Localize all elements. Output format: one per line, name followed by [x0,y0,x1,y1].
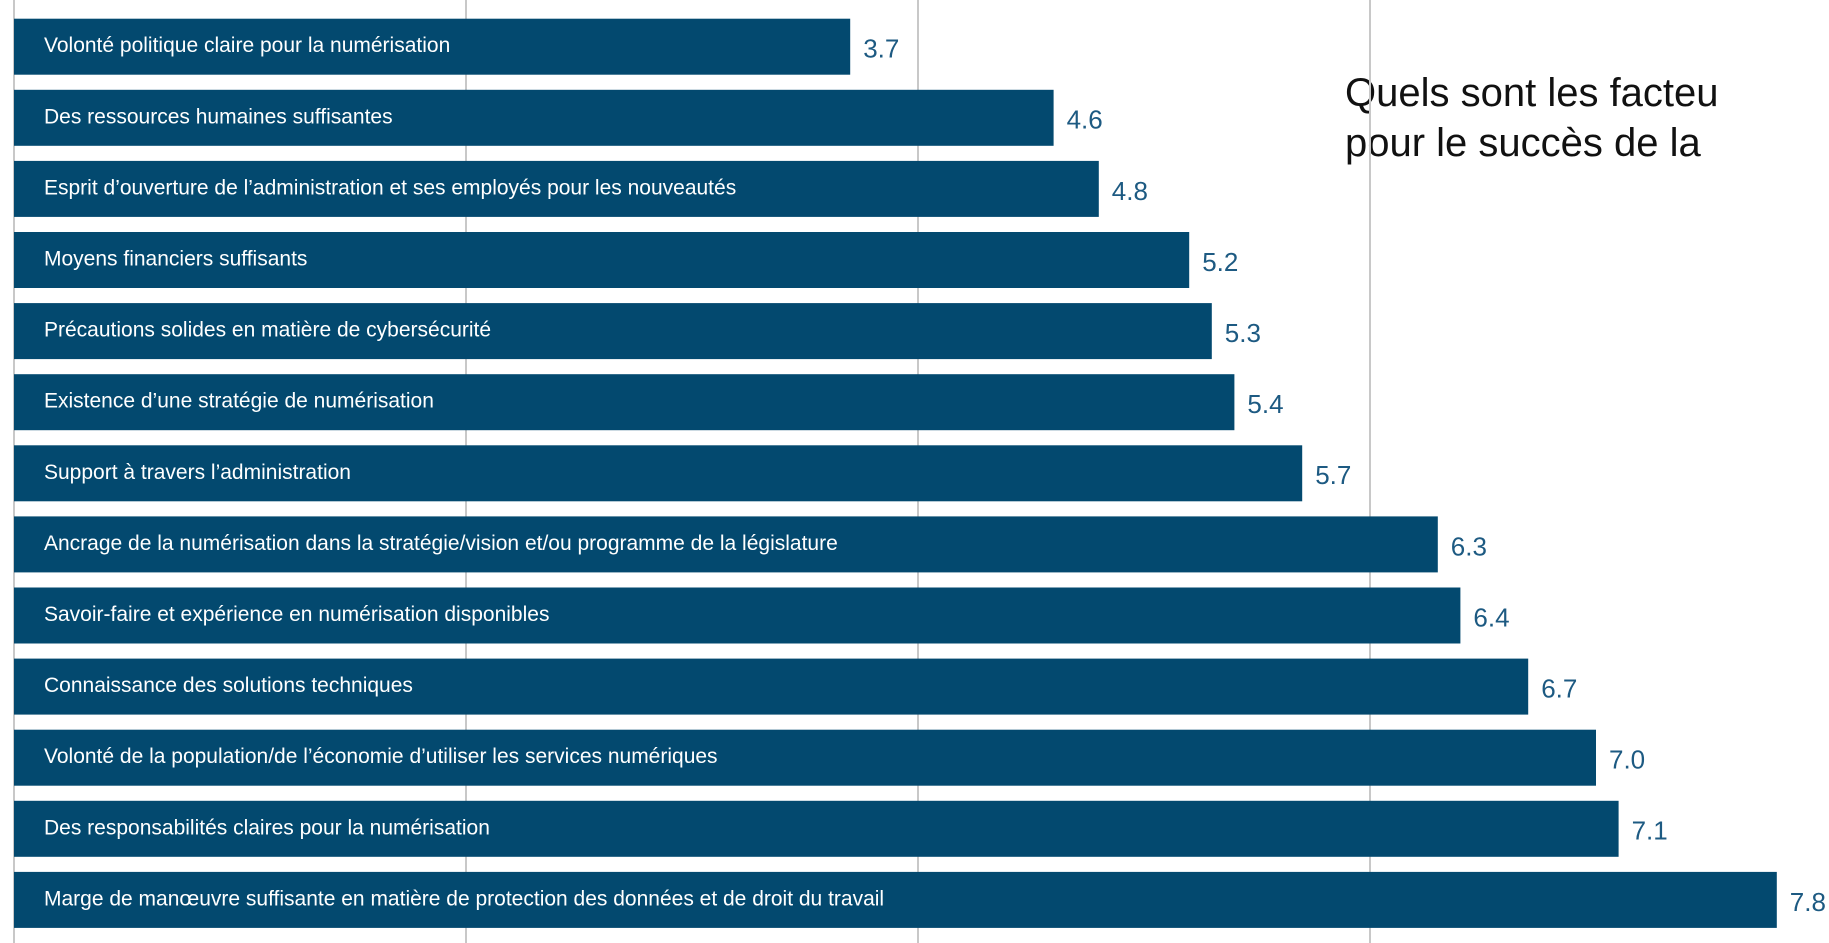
category-label: Précautions solides en matière de cybers… [44,319,491,342]
category-label: Volonté de la population/de l’économie d… [44,745,718,768]
bar [14,445,1303,502]
bar [14,800,1619,857]
category-label: Connaissance des solutions techniques [44,674,413,697]
bar [14,18,851,75]
value-label: 5.4 [1247,389,1283,419]
value-label: 4.6 [1067,105,1103,135]
value-label: 5.3 [1225,318,1261,348]
bar [14,160,1099,217]
value-label: 6.4 [1473,602,1509,632]
value-label: 3.7 [863,34,899,64]
value-label: 7.8 [1790,887,1826,917]
value-label: 5.7 [1315,460,1351,490]
category-label: Moyens financiers suffisants [44,248,307,271]
value-label: 5.2 [1202,247,1238,277]
category-label: Des responsabilités claires pour la numé… [44,816,490,839]
category-label: Des ressources humaines suffisantes [44,105,393,128]
bar [14,729,1596,786]
bar [14,232,1190,288]
chart-title: pour le succès de la [1345,121,1702,165]
category-label: Ancrage de la numérisation dans la strat… [44,532,838,555]
value-label: 6.7 [1541,673,1577,703]
value-label: 7.1 [1632,816,1668,846]
category-label: Marge de manœuvre suffisante en matière … [44,887,884,910]
bar [14,303,1212,360]
category-label: Support à travers l’administration [44,461,351,484]
bar [14,871,1777,928]
bar [14,374,1235,431]
bar [14,516,1438,573]
value-label: 4.8 [1112,176,1148,206]
category-label: Existence d’une stratégie de numérisatio… [44,390,434,413]
category-label: Volonté politique claire pour la numéris… [44,34,450,57]
value-label: 6.3 [1451,531,1487,561]
category-label: Esprit d’ouverture de l’administration e… [44,176,736,199]
chart-title: Quels sont les facteu [1345,71,1719,115]
bar [14,658,1529,715]
bar [14,89,1054,146]
bar [14,587,1461,644]
value-label: 7.0 [1609,745,1645,775]
category-label: Savoir-faire et expérience en numérisati… [44,603,549,626]
